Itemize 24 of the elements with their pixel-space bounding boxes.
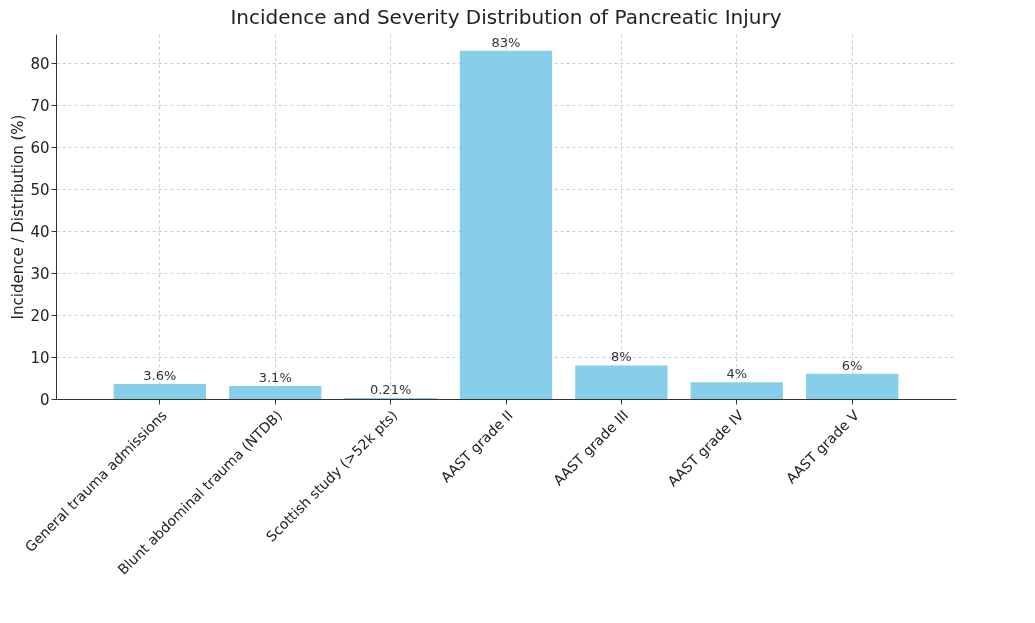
bar: [806, 373, 899, 399]
y-tick-label: 0: [39, 390, 50, 409]
y-tick-label: 10: [30, 348, 50, 367]
bar: [113, 383, 206, 399]
chart-title: Incidence and Severity Distribution of Pancreatic Injury: [230, 5, 782, 29]
data-label: 3.1%: [258, 369, 292, 385]
data-label: 0.21%: [369, 382, 412, 398]
y-tick-label: 40: [30, 222, 50, 241]
y-tick-label: 20: [30, 306, 50, 325]
bar: [229, 385, 322, 399]
bar: [575, 365, 668, 399]
data-label: 8%: [611, 349, 632, 365]
data-label: 83%: [491, 34, 521, 50]
data-label: 3.6%: [143, 367, 177, 383]
y-tick-label: 70: [30, 96, 50, 115]
y-tick-label: 30: [30, 264, 50, 283]
y-tick-label: 60: [30, 138, 50, 157]
y-tick-label: 80: [30, 54, 50, 73]
y-axis-title: Incidence / Distribution (%): [9, 114, 28, 320]
bar: [459, 50, 553, 399]
data-label: 4%: [726, 366, 748, 382]
data-label: 6%: [841, 357, 863, 373]
y-tick-label: 50: [30, 180, 50, 199]
bar: [690, 382, 783, 399]
